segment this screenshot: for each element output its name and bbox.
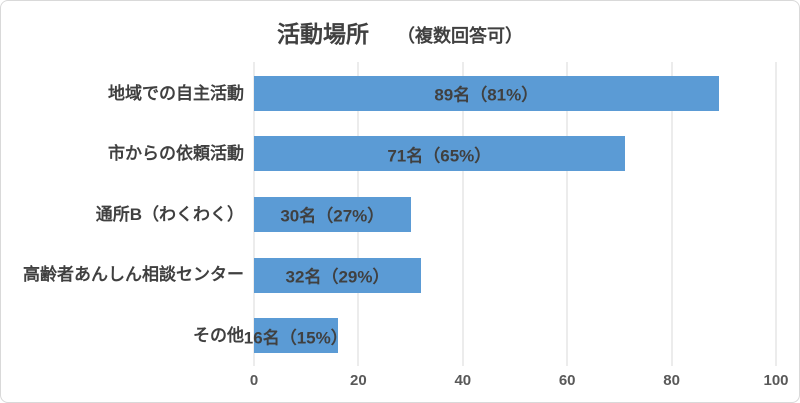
category-label: その他 (193, 326, 244, 346)
bar: 71名（65%） (254, 136, 625, 172)
bar-row: 地域での自主活動 89名（81%） (1, 63, 776, 124)
bar: 16名（15%） (244, 318, 348, 354)
category-label: 地域での自主活動 (108, 83, 244, 103)
bar-value-label: 30名（27%） (280, 206, 385, 226)
bar-value-label: 89名（81%） (434, 85, 539, 105)
bar-row: 通所B（わくわく） 30名（27%） (1, 184, 776, 245)
bar-value-label: 32名（29%） (285, 267, 390, 287)
chart-title-sub: （複数回答可） (397, 26, 523, 46)
bar-track: 16名（15%） (244, 318, 776, 354)
bar-track: 89名（81%） (254, 75, 776, 111)
x-axis-tick-label: 60 (558, 372, 576, 389)
bar-value-label: 71名（65%） (387, 146, 492, 166)
chart-title: 活動場所 （複数回答可） (1, 15, 799, 49)
x-axis-tick-label: 100 (763, 372, 789, 389)
gridline (775, 62, 777, 366)
category-label: 通所B（わくわく） (95, 204, 244, 224)
x-axis-tick-label: 80 (663, 372, 680, 389)
bar-row: 高齢者あんしん相談センター 32名（29%） (1, 245, 776, 306)
bar-track: 30名（27%） (254, 196, 776, 232)
gridline (671, 62, 673, 366)
bar-value-label: 16名（15%） (243, 328, 348, 348)
bar-track: 71名（65%） (254, 136, 776, 172)
gridline (566, 62, 568, 366)
x-axis-tick-label: 40 (454, 372, 472, 389)
bar-rows: 地域での自主活動 89名（81%） 市からの依頼活動 71名（65%） 通所B（… (1, 63, 776, 366)
x-axis-tick-label: 20 (350, 372, 367, 389)
category-label: 市からの依頼活動 (108, 144, 244, 164)
bar-track: 32名（29%） (254, 257, 776, 293)
category-label: 高齢者あんしん相談センター (23, 265, 244, 285)
x-axis-tick-labels: 0 20 40 60 80 100 (250, 372, 789, 392)
x-axis-tick-label: 0 (249, 372, 259, 389)
bar-row: 市からの依頼活動 71名（65%） (1, 124, 776, 185)
chart-title-main: 活動場所 (277, 21, 369, 47)
bar: 30名（27%） (254, 196, 411, 232)
gridline (462, 62, 464, 366)
bar: 32名（29%） (254, 257, 422, 293)
bar: 89名（81%） (254, 75, 719, 111)
bar-row: その他 16名（15%） (1, 305, 776, 366)
